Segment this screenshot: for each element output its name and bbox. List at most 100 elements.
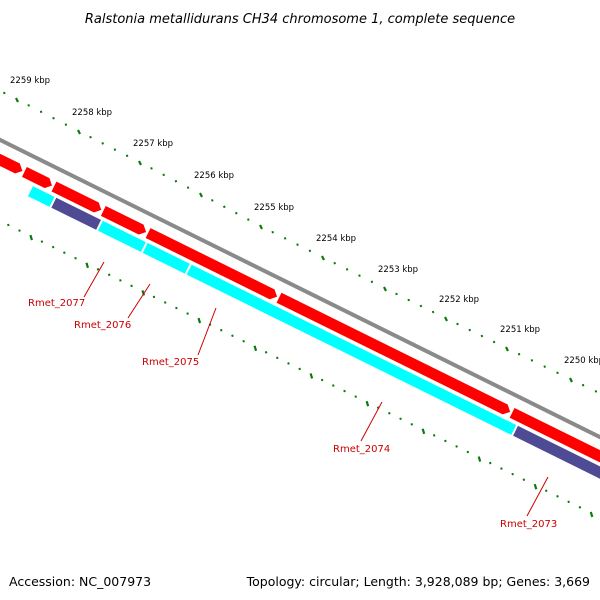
inner-minor-tick — [130, 284, 133, 288]
inner-minor-tick — [152, 295, 156, 299]
minor-tick — [308, 249, 312, 253]
inner-minor-tick — [410, 423, 414, 426]
inner-minor-tick — [186, 312, 189, 315]
gene-label: Rmet_2076 — [74, 320, 131, 331]
inner-major-tick — [85, 262, 90, 269]
inner-minor-tick — [320, 378, 324, 382]
minor-tick — [223, 205, 226, 209]
minor-tick — [89, 135, 92, 139]
minor-tick — [594, 390, 598, 393]
inner-major-tick — [141, 290, 146, 296]
minor-tick — [39, 110, 43, 114]
inner-minor-tick — [545, 489, 548, 493]
inner-minor-tick — [444, 439, 447, 443]
inner-minor-tick — [522, 478, 526, 481]
inner-major-tick — [253, 345, 258, 352]
tick-label: 2254 kbp — [316, 234, 356, 244]
inner-minor-tick — [466, 450, 470, 454]
gene-label: Rmet_2074 — [333, 444, 390, 455]
inner-minor-tick — [51, 245, 55, 249]
minor-tick — [543, 365, 546, 368]
minor-tick — [247, 218, 250, 221]
inner-minor-tick — [107, 273, 111, 277]
minor-tick — [3, 91, 6, 95]
tick-label: 2259 kbp — [10, 76, 50, 86]
inner-major-tick — [533, 483, 538, 490]
gene-leader-line — [83, 261, 105, 298]
gene-label: Rmet_2077 — [28, 298, 85, 309]
tick-label: 2253 kbp — [378, 265, 418, 275]
cds-feature — [144, 226, 279, 301]
minor-tick — [419, 304, 423, 308]
inner-minor-tick — [432, 434, 436, 437]
inner-tick-ring — [7, 223, 594, 518]
minor-tick — [492, 340, 496, 344]
minor-tick — [296, 243, 299, 246]
inner-minor-tick — [567, 500, 570, 504]
inner-major-tick — [421, 428, 426, 435]
gene-feature — [26, 184, 56, 209]
inner-minor-tick — [7, 223, 10, 227]
minor-tick — [113, 148, 117, 151]
inner-minor-tick — [332, 384, 335, 387]
minor-tick — [407, 298, 410, 302]
inner-minor-tick — [242, 339, 245, 343]
gene-labels: Rmet_2077 Rmet_2076 Rmet_2075 Rmet_2074 Rmet… — [28, 261, 557, 530]
inner-minor-tick — [354, 395, 357, 398]
inner-major-tick — [197, 317, 202, 324]
major-tick — [505, 346, 509, 352]
minor-tick — [271, 230, 274, 234]
major-tick — [569, 377, 573, 383]
inner-minor-tick — [287, 362, 290, 365]
inner-minor-tick — [175, 306, 178, 310]
minor-tick — [333, 261, 336, 265]
minor-tick — [150, 167, 153, 170]
gene-feature — [50, 196, 103, 232]
cds-feature — [99, 204, 148, 236]
inner-minor-tick — [388, 411, 391, 415]
minor-tick — [517, 352, 521, 356]
gene-leader-line — [197, 307, 217, 356]
tick-label: 2258 kbp — [72, 108, 112, 118]
inner-major-tick — [477, 456, 482, 462]
inner-minor-tick — [63, 251, 66, 254]
major-tick — [321, 255, 325, 261]
major-tick — [138, 160, 142, 166]
major-tick — [383, 286, 387, 292]
cds-feature — [0, 152, 24, 175]
minor-tick — [162, 173, 165, 177]
inner-minor-tick — [500, 467, 503, 470]
inner-minor-tick — [488, 461, 492, 465]
inner-major-tick — [589, 511, 594, 518]
gene-feature — [141, 241, 192, 275]
minor-tick — [370, 280, 374, 284]
major-tick — [444, 316, 448, 322]
inner-minor-tick — [18, 229, 21, 232]
backbone — [0, 137, 600, 440]
minor-tick — [530, 359, 534, 362]
minor-tick — [480, 334, 484, 338]
gene-feature — [511, 424, 600, 480]
minor-tick — [174, 179, 178, 183]
cds-feature — [20, 165, 54, 190]
minor-tick — [345, 268, 349, 271]
cds-feature — [275, 291, 512, 416]
minor-tick — [431, 310, 435, 314]
minor-tick — [52, 116, 55, 120]
inner-minor-tick — [343, 389, 346, 393]
minor-tick — [581, 383, 585, 387]
tick-label: 2255 kbp — [254, 203, 294, 213]
minor-tick — [395, 292, 398, 296]
inner-minor-tick — [119, 279, 122, 282]
minor-tick — [211, 199, 214, 202]
cds-feature — [508, 406, 600, 464]
tick-label: 2257 kbp — [133, 139, 173, 149]
inner-minor-tick — [298, 367, 301, 371]
minor-tick — [556, 371, 559, 375]
inner-minor-tick — [74, 256, 77, 260]
minor-tick — [125, 154, 129, 158]
inner-minor-tick — [455, 445, 458, 448]
inner-major-tick — [365, 400, 370, 407]
minor-tick — [468, 328, 471, 332]
